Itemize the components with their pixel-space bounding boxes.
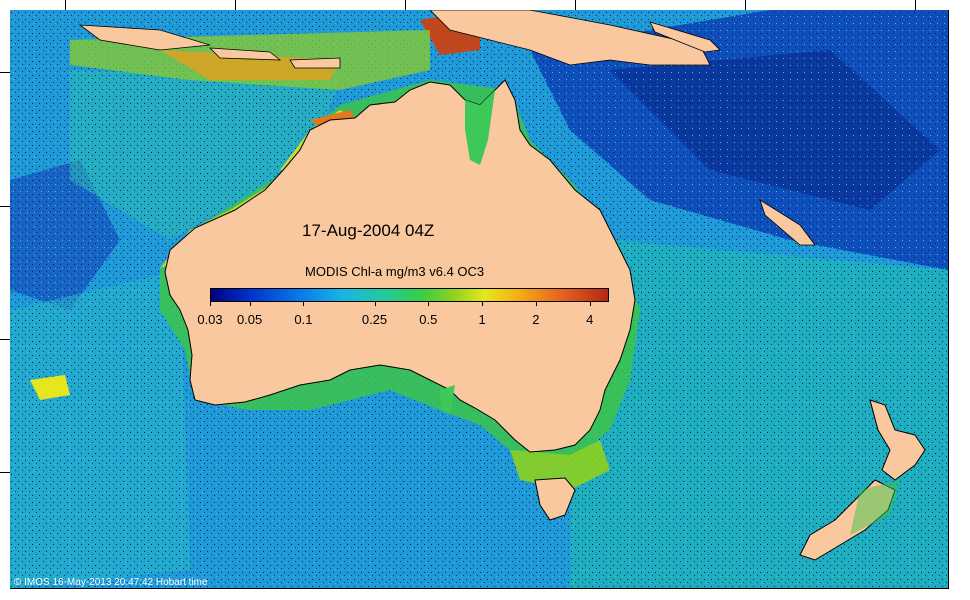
copyright-credit: © IMOS 16-May-2013 20:47:42 Hobart time (14, 577, 208, 588)
bloom-patch-west (30, 375, 70, 400)
colorbar-tick-label: 0.5 (419, 312, 438, 327)
colorbar-tick-label: 0.25 (361, 312, 388, 327)
frame-tick (0, 472, 10, 473)
new-caledonia (759, 199, 816, 246)
frame-tick (235, 0, 236, 10)
colorbar-tick-label: 1 (478, 312, 486, 327)
frame-tick (745, 0, 746, 10)
chlorophyll-map (10, 10, 949, 589)
colorbar-tick-mark (589, 301, 591, 306)
frame-tick (65, 0, 66, 10)
frame-tick (0, 206, 10, 207)
map-canvas (10, 10, 948, 588)
colorbar-tick-mark (482, 301, 484, 306)
frame-tick (575, 0, 576, 10)
colorbar-tick-mark (535, 301, 537, 306)
date-label: 17-Aug-2004 04Z (302, 221, 435, 240)
java-island (78, 24, 211, 51)
australia-landmass (164, 79, 636, 453)
colorbar (210, 288, 609, 302)
colorbar-tick-mark (303, 301, 305, 306)
spencer-gulf (440, 385, 455, 415)
colorbar-tick-mark (374, 301, 376, 306)
nz-shelf (850, 480, 900, 535)
frame-tick (405, 0, 406, 10)
new-guinea (429, 10, 711, 66)
bass-strait-shelf (510, 440, 610, 490)
colorbar-tick-label: 2 (532, 312, 540, 327)
timor-island (289, 57, 341, 69)
colorbar-tick-label: 0.03 (197, 312, 223, 327)
gulf-of-carpentaria (465, 90, 495, 165)
colorbar-tick-label: 0.05 (236, 312, 263, 327)
frame-tick (0, 339, 10, 340)
colorbar-tick-mark (249, 301, 251, 306)
new-zealand-north-island (869, 399, 926, 481)
colorbar-tick-mark (210, 301, 211, 306)
colorbar-tick-label: 4 (586, 312, 594, 327)
lesser-sunda-islands (208, 47, 282, 61)
tasmania (534, 477, 576, 521)
high-chl-java-sea (160, 50, 340, 80)
colorbar-tick-mark (428, 301, 430, 306)
frame-tick (915, 0, 916, 10)
colorbar-title: MODIS Chl-a mg/m3 v6.4 OC3 (305, 264, 485, 279)
colorbar-tick-label: 0.1 (294, 312, 313, 327)
solomon-islands (649, 21, 721, 53)
frame-tick (0, 72, 10, 73)
